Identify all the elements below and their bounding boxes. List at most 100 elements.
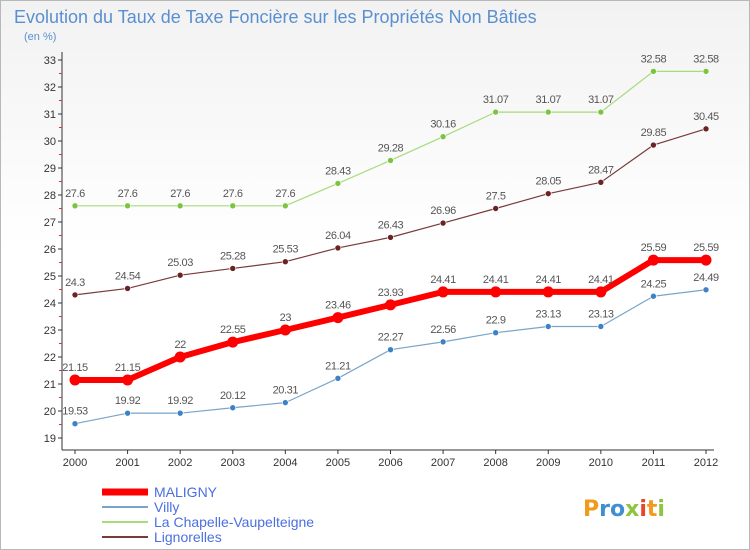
data-point: [437, 286, 449, 298]
data-label: 31.07: [535, 94, 561, 106]
data-label: 28.47: [588, 164, 614, 176]
data-point: [492, 108, 499, 116]
data-label: 24.41: [483, 274, 509, 286]
data-label: 25.53: [273, 244, 299, 256]
x-tick-label: 2000: [63, 457, 87, 469]
chart-title: Evolution du Taux de Taxe Foncière sur l…: [14, 7, 537, 27]
data-point: [124, 202, 131, 210]
data-point: [647, 254, 659, 266]
x-tick-label: 2006: [378, 457, 402, 469]
data-label: 27.6: [223, 188, 243, 200]
data-point: [176, 271, 184, 279]
data-label: 29.85: [641, 127, 667, 139]
data-point: [702, 286, 710, 294]
data-point: [176, 409, 184, 417]
data-label: 27.6: [275, 188, 295, 200]
data-point: [124, 409, 131, 417]
y-tick-label: 33: [44, 55, 56, 67]
data-label: 24.41: [588, 274, 614, 286]
data-label: 28.43: [325, 165, 351, 177]
data-point: [282, 258, 289, 265]
legend-label: MALIGNY: [154, 484, 218, 500]
y-tick-label: 24: [44, 298, 56, 310]
data-label: 22.9: [486, 315, 506, 327]
data-label: 22.56: [430, 324, 456, 336]
y-tick-label: 31: [44, 109, 56, 121]
y-tick-label: 20: [44, 406, 56, 418]
data-label: 24.3: [65, 277, 85, 289]
data-label: 21.21: [325, 360, 351, 372]
data-point: [439, 338, 447, 346]
y-tick-label: 25: [44, 271, 56, 283]
data-label: 20.12: [220, 390, 246, 402]
data-label: 23.13: [535, 308, 561, 320]
y-tick-label: 28: [44, 190, 56, 202]
data-label: 21.15: [115, 362, 141, 374]
data-point: [542, 286, 554, 298]
data-point: [597, 108, 605, 116]
data-point: [439, 219, 447, 227]
y-tick-label: 32: [44, 82, 56, 94]
data-label: 22.55: [220, 324, 246, 336]
data-label: 25.59: [693, 242, 719, 254]
data-label: 24.41: [535, 274, 561, 286]
data-label: 19.53: [62, 406, 88, 418]
data-label: 31.07: [483, 94, 509, 106]
data-point: [282, 399, 289, 406]
data-label: 23: [280, 312, 292, 324]
x-tick-label: 2008: [483, 457, 507, 469]
data-point: [176, 202, 184, 210]
data-point: [174, 351, 186, 363]
data-point: [385, 299, 396, 311]
legend-label: La Chapelle-Vaupelteigne: [154, 514, 314, 530]
data-point: [492, 205, 499, 212]
data-point: [124, 285, 131, 292]
data-label: 26.43: [378, 219, 404, 231]
data-label: 27.6: [65, 188, 85, 200]
x-tick-label: 2004: [273, 457, 297, 469]
x-tick-label: 2012: [694, 457, 718, 469]
data-label: 30.45: [693, 111, 719, 123]
legend-label: Villy: [154, 499, 179, 515]
data-point: [650, 141, 657, 149]
data-point: [597, 179, 605, 186]
data-point: [332, 312, 344, 324]
data-label: 23.13: [588, 308, 614, 320]
data-label: 23.93: [378, 287, 404, 299]
data-point: [71, 291, 79, 299]
data-point: [650, 292, 657, 300]
data-point: [492, 329, 499, 337]
data-point: [702, 68, 710, 75]
data-label: 20.31: [273, 385, 299, 397]
proxiti-logo: Proxiti: [583, 497, 665, 522]
logo-text: Proxiti: [583, 497, 665, 522]
data-label: 27.6: [118, 188, 138, 200]
data-point: [229, 202, 237, 210]
x-tick-label: 2009: [536, 457, 560, 469]
data-point: [544, 323, 552, 330]
data-label: 19.92: [115, 395, 141, 407]
data-point: [597, 323, 605, 330]
y-tick-label: 19: [44, 433, 56, 445]
data-point: [439, 133, 447, 140]
y-tick-label: 30: [44, 136, 56, 148]
data-point: [544, 108, 552, 116]
unit-label: (en %): [24, 31, 56, 43]
data-label: 25.59: [641, 242, 667, 254]
data-point: [71, 202, 79, 210]
x-tick-label: 2002: [168, 457, 192, 469]
series-layer: [69, 68, 712, 427]
x-tick-label: 2003: [221, 457, 245, 469]
data-label: 19.92: [167, 395, 193, 407]
y-tick-label: 27: [44, 217, 56, 229]
data-point: [702, 125, 710, 133]
y-tick-label: 29: [44, 163, 56, 175]
data-label: 23.46: [325, 300, 351, 312]
data-label: 32.58: [641, 53, 667, 65]
data-point: [544, 190, 552, 197]
data-label: 27.5: [486, 191, 506, 203]
y-tick-label: 26: [44, 244, 56, 256]
data-label: 26.96: [430, 205, 456, 217]
x-tick-label: 2001: [115, 457, 139, 469]
data-label: 21.15: [62, 362, 88, 374]
